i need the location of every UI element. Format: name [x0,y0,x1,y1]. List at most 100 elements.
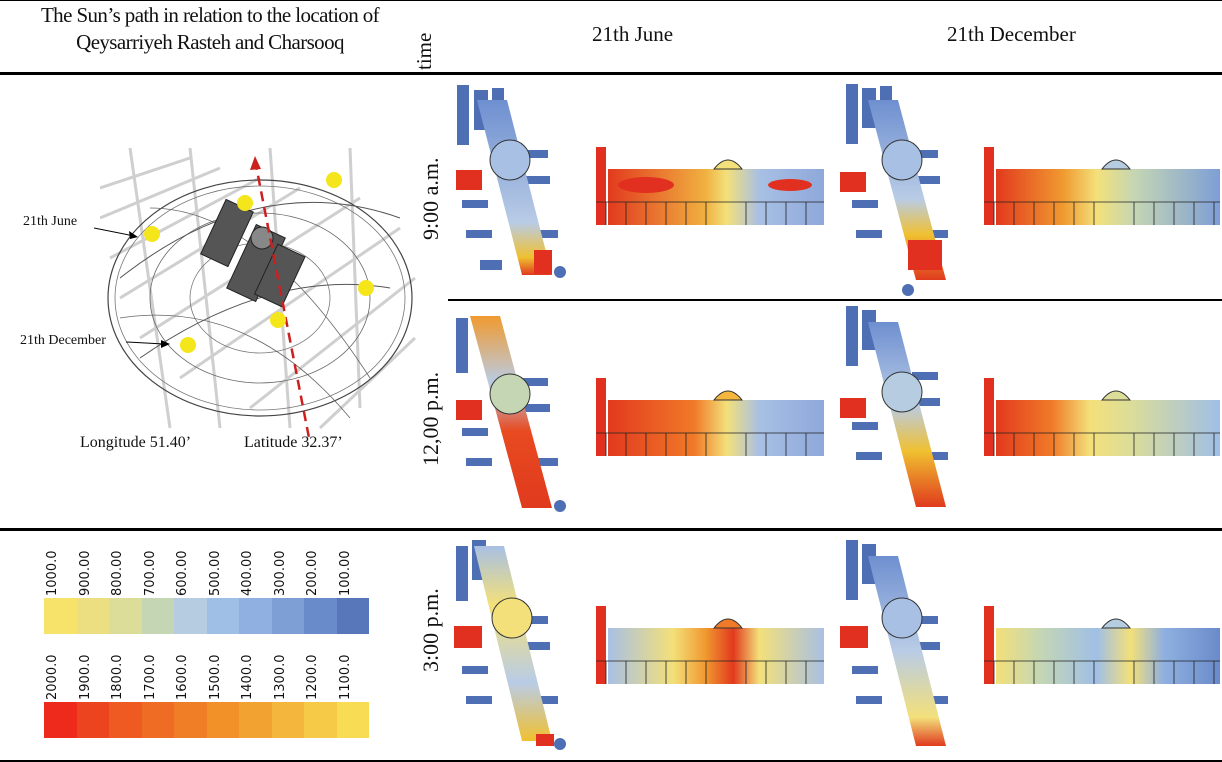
legend-tick: 700.00 [142,538,175,598]
legend-swatch [271,702,304,738]
legend-swatch [141,598,174,634]
legend-swatch [174,702,207,738]
legend-tick-label: 1000.0 [45,550,61,597]
section-svg [984,606,1220,684]
legend-tick: 900.00 [77,538,110,598]
legend-tick-label: 1500.0 [207,654,223,701]
legend-tick-label: 800.00 [110,550,126,597]
legend-swatch [141,702,174,738]
section-june-3pm [596,606,824,686]
legend-tick: 2000.0 [44,642,77,702]
legend-tick-label: 300.00 [272,550,288,597]
plan-svg [454,540,566,750]
legend-tick-label: 400.00 [240,550,256,597]
row-divider-1 [448,299,1222,301]
section-svg [984,147,1220,225]
section-svg [596,606,824,684]
legend-swatch [206,702,239,738]
plan-december-9am [838,80,978,298]
legend-tick: 1600.0 [174,642,207,702]
legend-tick: 1700.0 [142,642,175,702]
longitude-label: Longitude 51.40’ [80,434,192,451]
legend-low-swatches [44,598,369,634]
legend-high-swatches [44,702,369,738]
plan-december-3pm [838,536,978,758]
section-december-3pm [984,606,1220,686]
section-svg [596,378,824,456]
plan-svg [456,85,566,278]
legend-swatch [304,598,337,634]
plan-svg [456,316,566,512]
plan-june-9am [452,80,582,290]
legend-swatch [239,598,272,634]
legend-tick: 500.00 [207,538,240,598]
legend-tick: 300.00 [272,538,305,598]
time-label-3pm: 3:00 p.m. [418,588,443,672]
legend-tick-label: 1300.0 [272,654,288,701]
table-header-title: The Sun’s path in relation to the locati… [0,2,420,56]
sun-path-svg [100,148,417,438]
plan-svg [840,306,948,507]
legend-low-labels: 1000.0 900.00 800.00 700.00 600.00 500.0… [44,538,369,598]
title-line-2: Qeysarriyeh Rasteh and Charsooq [76,30,344,54]
plan-june-12pm [452,308,582,523]
plan-svg [840,84,948,296]
legend-tick: 1300.0 [272,642,305,702]
time-label-9am: 9:00 a.m. [418,157,443,241]
legend-tick: 1400.0 [239,642,272,702]
latitude-label: Latitude 32.37’ [244,434,343,451]
section-december-12pm [984,378,1220,458]
plan-svg [840,540,948,746]
legend-tick-label: 500.00 [207,550,223,597]
legend-high-range: 2000.0 1900.0 1800.0 1700.0 1600.0 1500.… [44,642,369,738]
section-svg [596,147,824,225]
december-annotation: 21th December [20,333,106,348]
time-column-header: time [412,32,436,70]
legend-tick: 1500.0 [207,642,240,702]
title-line-1: The Sun’s path in relation to the locati… [40,3,380,27]
legend-tick-label: 200.00 [305,550,321,597]
sun-path-diagram [100,148,420,438]
legend-tick: 400.00 [239,538,272,598]
plan-december-12pm [838,302,978,524]
legend-swatch [304,702,337,738]
legend-high-labels: 2000.0 1900.0 1800.0 1700.0 1600.0 1500.… [44,642,369,702]
legend-swatch [336,598,369,634]
legend-swatch [76,598,109,634]
legend-tick: 600.00 [174,538,207,598]
bottom-rule [0,760,1222,762]
legend-tick: 1100.0 [337,642,370,702]
section-june-12pm [596,378,824,458]
legend-tick-label: 2000.0 [45,654,61,701]
december-column-header: 21th December [947,22,1076,46]
legend-tick: 800.00 [109,538,142,598]
december-arrow [126,340,170,348]
legend-tick: 1200.0 [304,642,337,702]
legend-tick-label: 700.00 [142,550,158,597]
legend-swatch [44,598,77,634]
legend-tick-label: 1200.0 [305,654,321,701]
june-column-header: 21th June [592,22,674,46]
section-svg [984,378,1220,456]
header-rule [0,72,1222,75]
june-arrow [94,227,138,239]
legend-swatch [109,702,142,738]
legend-swatch [109,598,142,634]
legend-tick: 1000.0 [44,538,77,598]
legend-tick: 100.00 [337,538,370,598]
legend-low-range: 1000.0 900.00 800.00 700.00 600.00 500.0… [44,538,369,634]
legend-tick-label: 1700.0 [142,654,158,701]
legend-swatch [271,598,304,634]
legend-swatch [239,702,272,738]
section-june-9am [596,147,824,227]
legend-swatch [76,702,109,738]
row-divider-2 [0,528,1222,531]
top-rule [0,0,1222,1]
legend-swatch [174,598,207,634]
legend-swatch [206,598,239,634]
legend-tick: 200.00 [304,538,337,598]
plan-june-3pm [452,536,582,758]
june-annotation: 21th June [23,214,78,229]
legend-tick-label: 1800.0 [110,654,126,701]
legend-tick-label: 1600.0 [175,654,191,701]
